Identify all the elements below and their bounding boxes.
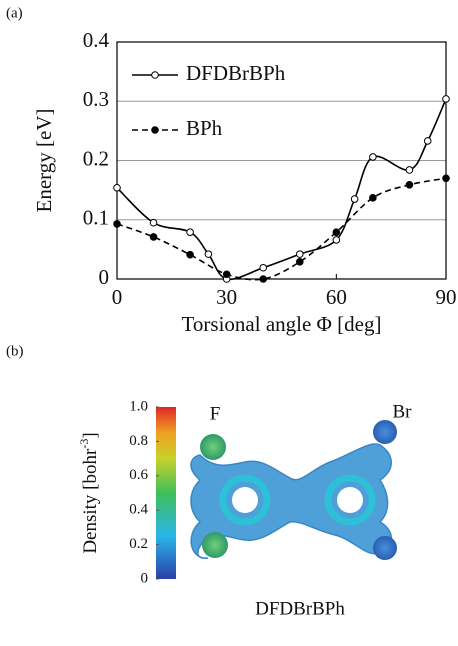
colorbar-tick-label: 0.2: [129, 536, 148, 552]
panel-label: (a): [6, 5, 23, 21]
data-point: [114, 221, 121, 228]
x-tick-label: 0: [112, 285, 123, 309]
data-point: [333, 229, 340, 236]
colorbar-tick-label: 0: [141, 570, 149, 586]
ring-hole: [232, 487, 258, 513]
series-line: [117, 178, 446, 279]
colorbar-tick-label: 0.8: [129, 433, 148, 449]
y-tick-label: 0: [99, 265, 110, 289]
atom-label: F: [210, 403, 221, 424]
y-tick-label: 0.2: [83, 146, 109, 170]
atom: [373, 420, 397, 444]
legend-marker: [152, 72, 159, 79]
molecule-name: DFDBrBPh: [255, 598, 345, 619]
x-tick-label: 60: [326, 285, 347, 309]
ring-hole: [337, 487, 363, 513]
atom: [200, 434, 226, 460]
colorbar-tick-label: 0.4: [129, 502, 148, 518]
data-point: [406, 167, 413, 174]
data-point: [260, 264, 267, 271]
data-point: [424, 138, 431, 145]
figure: (a) (b) F Br DFDBrBPh Density [bohr-3] 0…: [0, 0, 458, 646]
data-point: [296, 259, 303, 266]
data-point: [370, 154, 377, 161]
data-point: [187, 251, 194, 258]
atom: [373, 536, 397, 560]
y-tick-label: 0.3: [83, 87, 109, 111]
atom-label: Br: [393, 401, 413, 422]
colorbar-tick-label: 1.0: [129, 398, 148, 414]
data-point: [260, 276, 267, 283]
data-point: [150, 234, 157, 241]
legend-label: BPh: [186, 116, 223, 140]
data-point: [370, 195, 377, 202]
legend-marker: [152, 127, 159, 134]
atom: [202, 532, 228, 558]
data-point: [351, 196, 358, 203]
colorbar: [156, 407, 176, 579]
y-tick-label: 0.1: [83, 206, 109, 230]
colorbar-tick-label: 0.6: [129, 467, 148, 483]
data-point: [223, 271, 230, 278]
data-point: [150, 219, 157, 226]
legend-label: DFDBrBPh: [186, 61, 286, 85]
y-axis-label: Energy [eV]: [32, 109, 56, 213]
data-point: [406, 181, 413, 188]
panel-label: (b): [6, 343, 24, 359]
data-point: [443, 96, 450, 103]
data-point: [205, 251, 212, 258]
x-tick-label: 90: [436, 285, 457, 309]
density-map: [191, 420, 397, 560]
colorbar-label: Density [bohr-3]: [77, 432, 102, 553]
data-point: [296, 251, 303, 258]
data-point: [114, 184, 121, 191]
data-point: [443, 175, 450, 182]
data-point: [187, 229, 194, 236]
x-axis-label: Torsional angle Φ [deg]: [182, 312, 382, 336]
x-tick-label: 30: [216, 285, 237, 309]
y-tick-label: 0.4: [83, 28, 110, 52]
data-point: [333, 237, 340, 244]
